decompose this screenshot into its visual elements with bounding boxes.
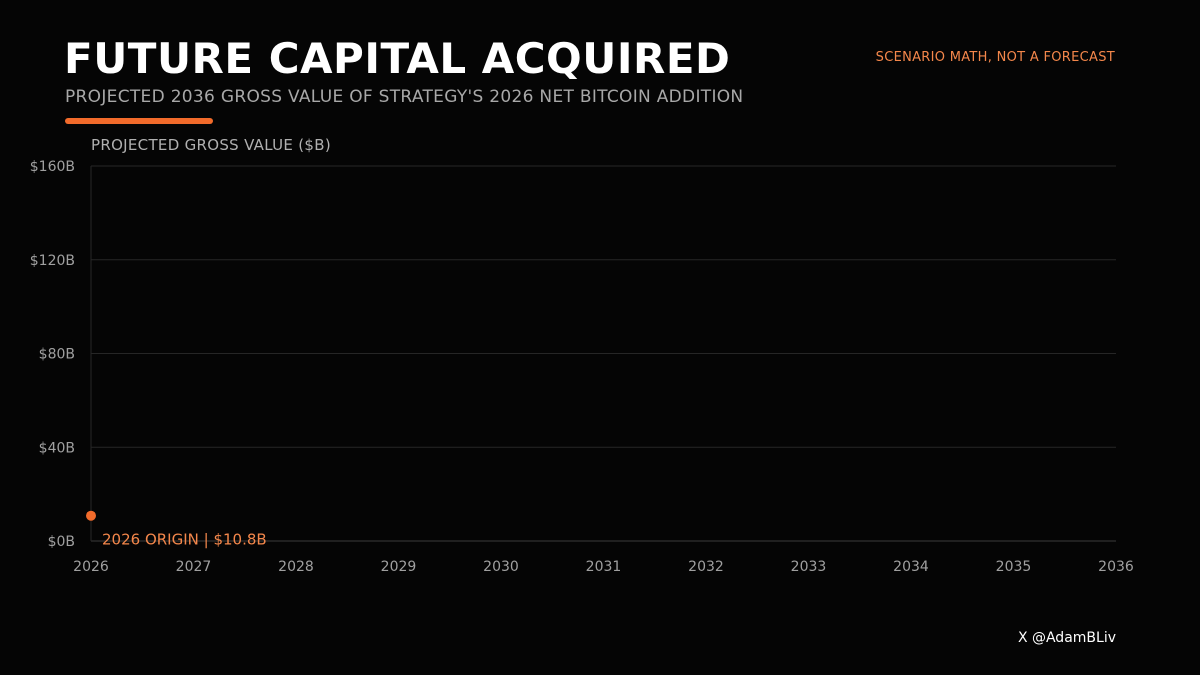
chart-subtitle: PROJECTED 2036 GROSS VALUE OF STRATEGY'S…: [65, 87, 744, 107]
x-tick-label: 2031: [586, 559, 622, 575]
y-tick-label: $160B: [30, 159, 75, 175]
x-tick-label: 2030: [483, 559, 519, 575]
x-tick-label: 2033: [791, 559, 827, 575]
x-tick-label: 2036: [1098, 559, 1134, 575]
x-tick-label: 2032: [688, 559, 724, 575]
x-tick-label: 2029: [381, 559, 417, 575]
chart-title: FUTURE CAPITAL ACQUIRED: [64, 34, 731, 83]
y-tick-label: $40B: [39, 440, 75, 456]
title-accent-bar: [65, 118, 213, 124]
x-tick-label: 2026: [73, 559, 109, 575]
x-tick-label: 2027: [176, 559, 212, 575]
x-tick-label: 2028: [278, 559, 314, 575]
origin-annotation: 2026 ORIGIN | $10.8B: [102, 531, 267, 549]
x-tick-label: 2035: [996, 559, 1032, 575]
y-tick-label: $120B: [30, 253, 75, 269]
author-credit: X @AdamBLiv: [1017, 630, 1116, 646]
disclaimer-note: SCENARIO MATH, NOT A FORECAST: [875, 50, 1115, 65]
data-point-origin: [86, 510, 96, 521]
x-tick-label: 2034: [893, 559, 929, 575]
y-tick-label: $80B: [39, 347, 75, 363]
y-tick-label: $0B: [48, 534, 75, 550]
y-axis-title: PROJECTED GROSS VALUE ($B): [91, 136, 331, 154]
